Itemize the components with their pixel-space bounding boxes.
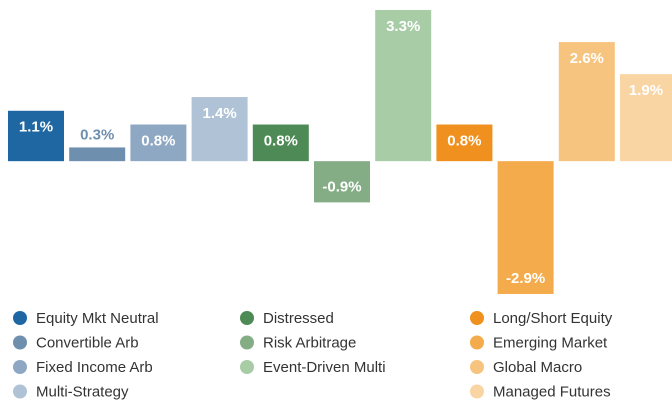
legend-label: Convertible Arb (36, 334, 139, 351)
legend-label: Event-Driven Multi (263, 359, 386, 376)
legend-label: Equity Mkt Neutral (36, 310, 159, 327)
bar (130, 124, 187, 162)
legend-swatch (470, 384, 484, 399)
bar (436, 124, 493, 162)
legend-swatch (240, 335, 254, 350)
value-label: -0.9% (322, 178, 361, 195)
bar (252, 124, 309, 162)
legend-label: Emerging Market (493, 334, 608, 351)
legend-swatch (470, 335, 484, 350)
value-label: 1.9% (629, 82, 663, 99)
legend-label: Global Macro (493, 359, 582, 376)
legend-swatch (13, 360, 27, 374)
bar (497, 161, 554, 294)
value-label: 0.8% (141, 132, 175, 149)
value-label: 1.4% (202, 105, 236, 122)
value-label: 3.3% (386, 18, 420, 35)
legend-swatch (13, 311, 27, 325)
legend-label: Risk Arbitrage (263, 334, 356, 351)
legend-label: Distressed (263, 310, 334, 327)
value-label: 0.8% (447, 132, 481, 149)
legend-swatch (470, 360, 484, 374)
legend-label: Long/Short Equity (493, 310, 613, 327)
value-label: 2.6% (570, 50, 604, 67)
legend-swatch (13, 384, 27, 399)
legend-label: Managed Futures (493, 383, 611, 400)
legend-swatch (240, 360, 254, 374)
bar (69, 147, 126, 162)
bar (8, 110, 64, 162)
legend-swatch (470, 311, 484, 325)
legend-swatch (240, 311, 254, 325)
bar (191, 97, 248, 162)
value-label: 1.1% (19, 119, 53, 136)
bar (620, 74, 672, 162)
value-label: 0.3% (80, 126, 114, 143)
legend-swatch (13, 335, 27, 350)
value-label: 0.8% (264, 132, 298, 149)
value-label: -2.9% (506, 270, 545, 287)
bar (375, 10, 432, 162)
legend-label: Multi-Strategy (36, 383, 129, 400)
legend-label: Fixed Income Arb (36, 359, 153, 376)
bar (558, 42, 615, 162)
bar (314, 161, 370, 203)
